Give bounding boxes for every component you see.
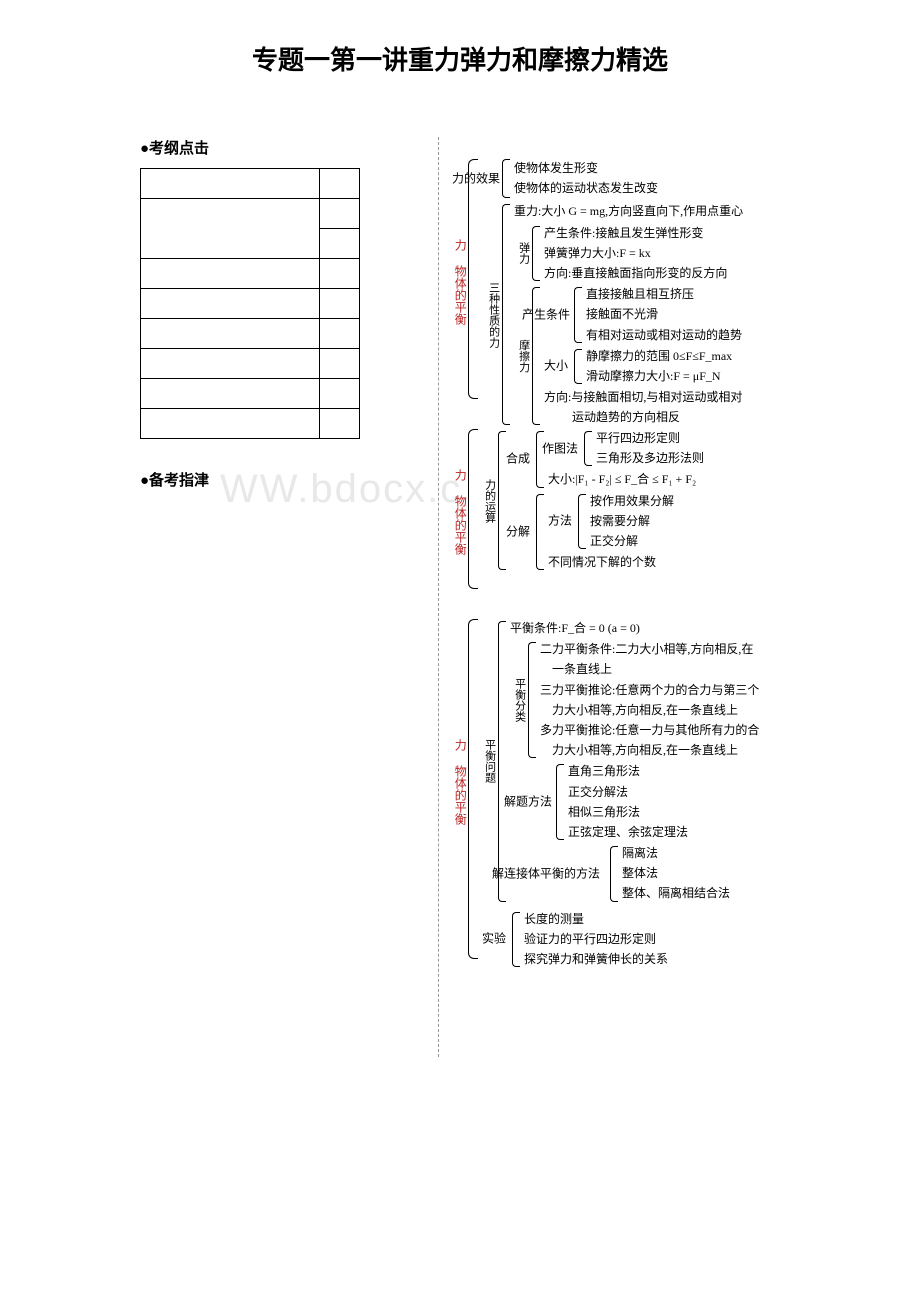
c1: 隔离法 (622, 844, 759, 863)
elastic2: 弹簧弹力大小:F = kx (544, 244, 759, 263)
balance-label: 平衡问题 (480, 739, 498, 783)
effect-label: 力的效果 (452, 169, 500, 188)
exp-label: 实验 (482, 930, 506, 949)
outline-table (140, 168, 360, 439)
fs2: 滑动摩擦力大小:F = μF_N (586, 367, 759, 386)
effect1: 使物体发生形变 (514, 159, 759, 178)
effect2: 使物体的运动状态发生改变 (514, 179, 759, 198)
calc-label: 力的运算 (480, 479, 498, 523)
elastic1: 产生条件:接触且发生弹性形变 (544, 224, 759, 243)
right-column: 力 物体的平衡 力的效果 使物体发生形变 使物体的运动状态发生改变 三种性质的力 (450, 157, 759, 989)
class-label: 平衡分类 (510, 678, 528, 722)
friction-label: 摩擦力 (514, 340, 532, 373)
block2-label: 力 物体的平衡 (450, 469, 469, 555)
condition: 平衡条件:F_合 = 0 (a = 0) (510, 619, 759, 638)
gravity: 重力:大小 G = mg,方向竖直向下,作用点重心 (514, 202, 759, 221)
dm1: 按作用效果分解 (590, 492, 759, 511)
friction-cond-label: 产生条件 (522, 305, 570, 324)
fdir2: 运动趋势的方向相反 (572, 408, 759, 427)
compose-size: 大小:|F₁ - F₂| ≤ F_合 ≤ F₁ + F₂ (548, 470, 759, 489)
3f1: 三力平衡推论:任意两个力的合力与第三个 (540, 681, 759, 700)
page-title: 专题一第一讲重力弹力和摩擦力精选 (20, 40, 900, 77)
block1-label: 力 物体的平衡 (450, 239, 469, 325)
e3: 探究弹力和弹簧伸长的关系 (524, 950, 759, 969)
decompose-label: 分解 (506, 522, 530, 541)
2f2: 一条直线上 (552, 660, 759, 679)
fc1: 直接接触且相互挤压 (586, 285, 759, 304)
tree-block-3: 力 物体的平衡 平衡问题 平衡条件:F_合 = 0 (a = 0) 平衡分类 (450, 619, 759, 959)
elastic-label: 弹力 (514, 242, 532, 264)
fc2: 接触面不光滑 (586, 305, 759, 324)
method-label: 解题方法 (504, 793, 552, 812)
mf1: 多力平衡推论:任意一力与其他所有力的合 (540, 721, 759, 740)
3f2: 力大小相等,方向相反,在一条直线上 (552, 701, 759, 720)
exam-outline-header: ●考纲点击 (140, 137, 400, 158)
column-divider (438, 137, 439, 1057)
decompose-count: 不同情况下解的个数 (548, 553, 759, 572)
m1: 直角三角形法 (568, 762, 759, 781)
c2: 整体法 (622, 864, 759, 883)
compose-method-label: 作图法 (542, 439, 578, 458)
decompose-method-label: 方法 (548, 512, 572, 531)
left-column: ●考纲点击 ●备考指津 (140, 137, 400, 490)
dm3: 正交分解 (590, 532, 759, 551)
e2: 验证力的平行四边形定则 (524, 930, 759, 949)
c3: 整体、隔离相结合法 (622, 884, 759, 903)
conn-label: 解连接体平衡的方法 (492, 864, 600, 883)
tree-block-1: 力 物体的平衡 力的效果 使物体发生形变 使物体的运动状态发生改变 三种性质的力 (450, 159, 759, 399)
mf2: 力大小相等,方向相反,在一条直线上 (552, 741, 759, 760)
fs1: 静摩擦力的范围 0≤F≤F_max (586, 347, 759, 366)
prep-guide-header: ●备考指津 (140, 469, 400, 490)
m2: 正交分解法 (568, 783, 759, 802)
fdir1: 方向:与接触面相切,与相对运动或相对 (544, 388, 759, 407)
elastic3: 方向:垂直接触面指向形变的反方向 (544, 264, 759, 283)
friction-size-label: 大小 (544, 357, 568, 376)
dm2: 按需要分解 (590, 512, 759, 531)
e1: 长度的测量 (524, 910, 759, 929)
compose-label: 合成 (506, 450, 530, 469)
fc3: 有相对运动或相对运动的趋势 (586, 326, 759, 345)
m4: 正弦定理、余弦定理法 (568, 823, 759, 842)
m3: 相似三角形法 (568, 803, 759, 822)
cm2: 三角形及多边形法则 (596, 449, 759, 468)
block3-label: 力 物体的平衡 (450, 739, 469, 825)
three-kinds-label: 三种性质的力 (484, 282, 502, 348)
2f1: 二力平衡条件:二力大小相等,方向相反,在 (540, 640, 759, 659)
tree-block-2: 力 物体的平衡 力的运算 合成 作图法 (450, 429, 759, 589)
content-wrapper: WW.bdocx.c ●考纲点击 ●备考指津 力 物体的平衡 力的效果 (20, 137, 900, 490)
cm1: 平行四边形定则 (596, 429, 759, 448)
